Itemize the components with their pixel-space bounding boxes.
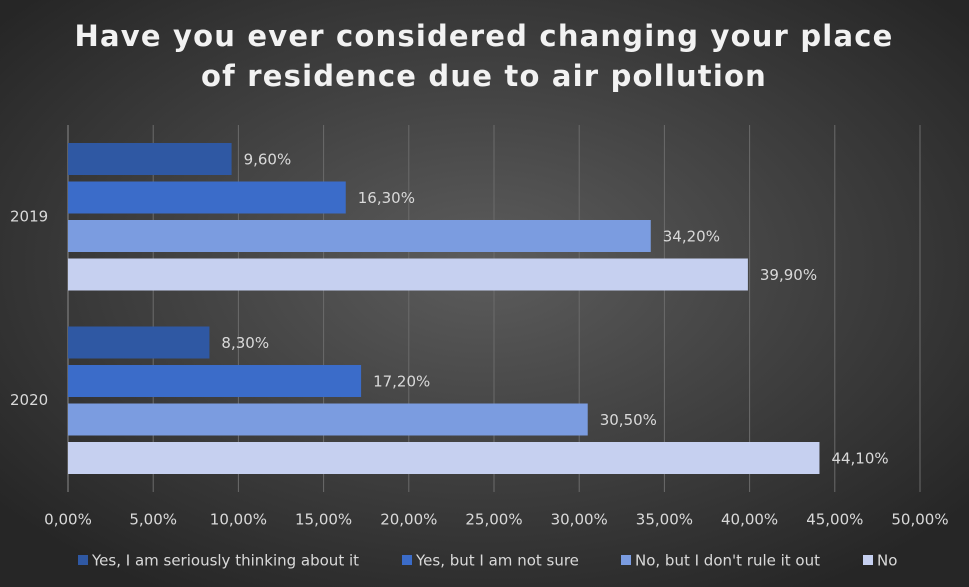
x-tick-label: 25,00% (465, 511, 522, 529)
x-tick-label: 0,00% (44, 511, 92, 529)
bar (68, 442, 820, 474)
bar (68, 326, 210, 359)
chart-title: of residence due to air pollution (201, 59, 767, 93)
x-tick-label: 40,00% (721, 511, 778, 529)
bar (68, 220, 651, 252)
x-tick-label: 30,00% (551, 511, 608, 529)
legend-label: No (877, 552, 897, 570)
data-label: 30,50% (600, 411, 657, 429)
y-tick-label: 2019 (10, 207, 48, 225)
chart-title: Have you ever considered changing your p… (75, 19, 894, 53)
data-label: 44,10% (831, 450, 888, 468)
legend-label: No, but I don't rule it out (635, 552, 820, 570)
legend-label: Yes, I am seriously thinking about it (91, 552, 359, 570)
data-label: 34,20% (663, 228, 720, 246)
legend-swatch (863, 555, 873, 565)
x-tick-label: 35,00% (636, 511, 693, 529)
bar (68, 143, 232, 175)
bar (68, 365, 362, 397)
x-tick-label: 15,00% (295, 511, 352, 529)
x-tick-label: 20,00% (380, 511, 437, 529)
data-label: 17,20% (373, 373, 430, 391)
bar (68, 181, 346, 214)
y-tick-label: 2020 (10, 391, 48, 409)
x-tick-label: 45,00% (806, 511, 863, 529)
data-label: 8,30% (221, 334, 269, 352)
x-tick-label: 5,00% (129, 511, 177, 529)
data-label: 16,30% (358, 189, 415, 207)
x-tick-label: 50,00% (891, 511, 948, 529)
legend-swatch (621, 555, 631, 565)
data-label: 9,60% (244, 151, 292, 169)
x-tick-label: 10,00% (210, 511, 267, 529)
legend-swatch (402, 555, 412, 565)
data-label: 39,90% (760, 266, 817, 284)
legend-label: Yes, but I am not sure (415, 552, 579, 570)
bar (68, 403, 588, 436)
bar (68, 258, 748, 291)
legend-swatch (78, 555, 88, 565)
